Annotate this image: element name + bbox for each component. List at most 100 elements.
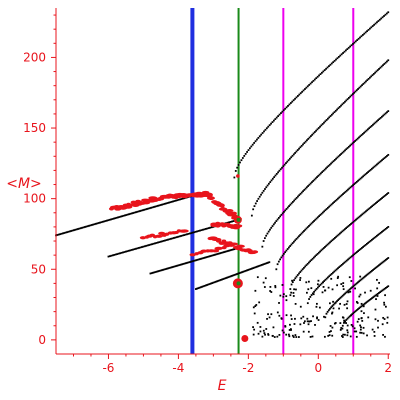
data-point-black [279, 294, 282, 297]
data-point-black [375, 293, 378, 296]
data-point-black [350, 314, 352, 317]
data-point-black [328, 65, 330, 68]
data-point-black [278, 334, 281, 336]
data-point-red [219, 204, 225, 208]
data-point-black [376, 292, 379, 295]
data-point-black [378, 118, 381, 120]
data-point-black [356, 39, 359, 41]
data-point-black [341, 327, 344, 330]
data-point-black [299, 305, 302, 308]
data-point-black [263, 130, 265, 133]
data-point-black [243, 270, 246, 273]
data-point-black [279, 168, 282, 171]
data-point-black [300, 191, 303, 194]
data-point-black [263, 332, 266, 334]
data-point-black [361, 34, 364, 36]
data-point-black [339, 322, 342, 324]
data-point-black [233, 176, 236, 179]
data-point-black [366, 334, 368, 337]
data-point-black [247, 269, 250, 271]
data-point-black [291, 201, 294, 203]
data-point-black [363, 32, 366, 35]
data-point-black [383, 113, 386, 116]
data-point-black [288, 335, 291, 338]
reference-lines [190, 8, 355, 354]
data-point-black [353, 284, 356, 287]
data-point-black [267, 125, 270, 128]
data-point-black [74, 228, 77, 231]
data-point-black [299, 271, 302, 273]
data-point-black [349, 256, 352, 259]
data-point-black [314, 177, 317, 180]
data-point-black [229, 249, 232, 252]
data-point-black [289, 323, 291, 326]
data-point-black [364, 275, 366, 278]
data-point-black [132, 212, 135, 214]
data-point-black [342, 150, 345, 153]
data-point-black [292, 292, 295, 294]
data-point-black [302, 330, 305, 333]
data-point-black [302, 315, 305, 318]
data-point-black [295, 336, 298, 338]
data-point-black [377, 326, 379, 329]
data-point-black [377, 162, 380, 165]
data-point-black [343, 303, 346, 306]
data-point-black [340, 295, 343, 298]
data-point-black [346, 317, 349, 320]
data-point-black [265, 186, 268, 189]
data-point-black [384, 13, 387, 16]
ticks: -6 -4 -2 0 2 0 50 100 150 200 [23, 14, 392, 375]
data-point-black [199, 229, 201, 232]
data-point-black [377, 119, 379, 122]
data-point-black [359, 293, 362, 296]
data-point-black [377, 20, 380, 22]
data-point-black [344, 190, 347, 193]
data-point-black [327, 286, 330, 289]
data-point-black [135, 211, 137, 214]
data-point-black [148, 207, 151, 210]
data-point-black [178, 264, 181, 266]
data-point-black [285, 106, 288, 109]
data-point-red [155, 234, 163, 238]
data-point-black [378, 161, 381, 164]
data-point-black [197, 230, 200, 232]
data-point-black [383, 15, 385, 17]
data-point-black [109, 255, 111, 258]
data-point-black [356, 217, 359, 220]
data-point-black [306, 262, 309, 265]
data-point-black [311, 257, 314, 260]
data-point-black [309, 223, 312, 226]
data-point-black [85, 225, 88, 228]
data-point-black [123, 214, 126, 217]
data-point-black [153, 271, 156, 274]
data-point-black [382, 333, 384, 336]
data-point-black [281, 212, 284, 215]
data-point-black [314, 218, 317, 221]
data-point-black [319, 250, 321, 253]
data-point-black [338, 307, 340, 310]
data-point-black [212, 281, 215, 284]
data-point-black [325, 244, 328, 247]
data-point-black [333, 111, 336, 114]
data-point-black [146, 244, 149, 247]
data-point-black [332, 160, 335, 163]
data-point-black [332, 238, 335, 240]
data-point-black [152, 206, 155, 208]
data-point-black [303, 320, 306, 323]
data-point-black [372, 204, 375, 207]
data-point-black [115, 216, 118, 219]
x-tick-label: -6 [102, 361, 114, 375]
data-point-black [252, 208, 255, 211]
data-point-black [152, 242, 155, 245]
data-point-black [364, 31, 367, 34]
data-point-black [196, 258, 199, 261]
data-point-black [339, 195, 342, 198]
data-point-black [269, 181, 272, 183]
data-point-black [275, 173, 278, 175]
data-point-black [340, 194, 343, 197]
data-point-black [322, 286, 325, 288]
data-point-black [140, 209, 143, 212]
data-point-black [226, 276, 228, 279]
data-point-black [317, 279, 320, 282]
